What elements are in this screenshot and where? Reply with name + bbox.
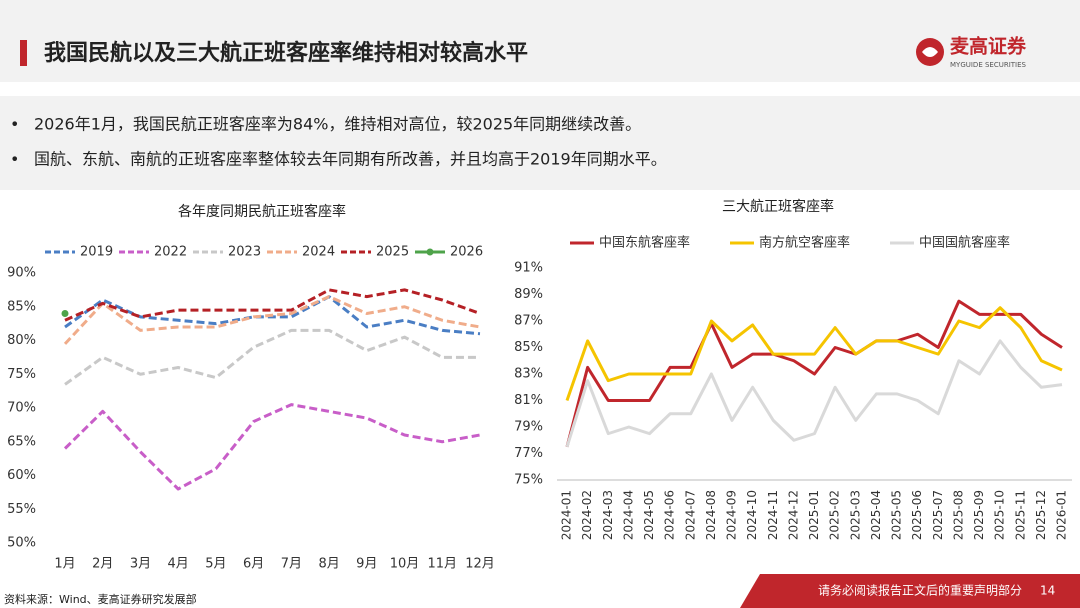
x-tick-label: 11月 (427, 557, 457, 572)
x-tick-label: 10月 (390, 557, 420, 572)
x-tick-label: 6月 (243, 557, 264, 572)
x-tick-label: 4月 (168, 557, 189, 572)
y-tick-label: 77% (514, 446, 543, 461)
y-tick-label: 80% (7, 333, 36, 348)
legend-label: 中国国航客座率 (919, 235, 1010, 251)
x-tick-label: 2025-05 (890, 490, 904, 540)
x-tick-label: 2024-06 (663, 490, 677, 540)
series-line (565, 306, 1063, 401)
y-tick-label: 87% (514, 314, 543, 329)
x-tick-label: 2024-12 (786, 490, 800, 540)
x-tick-label: 9月 (356, 557, 377, 572)
x-tick-label: 2024-04 (621, 490, 635, 540)
x-tick-label: 2024-03 (601, 490, 615, 540)
x-tick-label: 2025-07 (931, 490, 945, 540)
legend-label: 中国东航客座率 (599, 235, 690, 251)
y-tick-label: 89% (514, 287, 543, 302)
x-tick-label: 2025-12 (1034, 490, 1048, 540)
x-tick-label: 7月 (281, 557, 302, 572)
x-tick-label: 3月 (130, 557, 151, 572)
logo-subtext: MYGUIDE SECURITIES (950, 61, 1027, 69)
series-line (565, 339, 1063, 448)
series-line (64, 328, 480, 386)
y-tick-label: 75% (7, 367, 36, 382)
x-tick-label: 2025-01 (807, 490, 821, 540)
x-tick-label: 2024-01 (560, 490, 574, 540)
slide-title: 我国民航以及三大航正班客座率维持相对较高水平 (44, 40, 528, 66)
series-line (565, 299, 1063, 448)
y-tick-label: 90% (7, 266, 36, 281)
legend-label: 2019 (80, 245, 113, 260)
y-tick-label: 50% (7, 536, 36, 551)
x-tick-label: 2024-07 (683, 490, 697, 540)
y-tick-label: 83% (514, 367, 543, 382)
y-tick-label: 55% (7, 502, 36, 517)
legend-label: 2022 (154, 245, 187, 260)
x-tick-label: 2024-09 (725, 490, 739, 540)
chart-title: 三大航正班客座率 (722, 198, 834, 215)
footer-source: 资料来源：Wind、麦高证券研究发展部 (4, 592, 197, 606)
y-tick-label: 85% (514, 340, 543, 355)
header-band (0, 0, 1080, 82)
y-tick-label: 79% (514, 420, 543, 435)
y-tick-label: 75% (514, 473, 543, 488)
x-tick-label: 2024-10 (745, 490, 759, 540)
x-tick-label: 12月 (465, 557, 495, 572)
series-line (63, 403, 481, 491)
chart-title: 各年度同期民航正班客座率 (178, 203, 346, 220)
x-tick-label: 5月 (205, 557, 226, 572)
x-tick-label: 2025-04 (869, 490, 883, 540)
x-tick-label: 2月 (92, 557, 113, 572)
x-tick-label: 8月 (318, 557, 339, 572)
legend-label: 2025 (376, 245, 409, 260)
series-line (64, 295, 481, 336)
x-tick-label: 2025-09 (972, 490, 986, 540)
title-accent (20, 40, 27, 66)
legend-label: 南方航空客座率 (759, 235, 850, 251)
series-line (63, 295, 481, 345)
bullet-dot: • (10, 115, 19, 134)
x-tick-label: 2024-02 (580, 490, 594, 540)
legend-label: 2026 (450, 245, 483, 260)
bullet-text: 2026年1月，我国民航正班客座率为84%，维持相对高位，较2025年同期继续改… (34, 115, 641, 134)
logo-icon-mark (922, 47, 938, 57)
legend-label: 2024 (302, 245, 335, 260)
x-tick-label: 2024-11 (766, 490, 780, 540)
y-tick-label: 81% (514, 393, 543, 408)
y-tick-label: 85% (7, 299, 36, 314)
logo-text: 麦高证券 (950, 35, 1027, 58)
x-tick-label: 2024-05 (642, 490, 656, 540)
bullet-band (0, 96, 1080, 190)
bullet-dot: • (10, 150, 19, 169)
series-line (64, 288, 481, 322)
point-marker (61, 310, 69, 317)
x-tick-label: 2025-06 (910, 490, 924, 540)
y-tick-label: 70% (7, 401, 36, 416)
page-number: 14 (1040, 584, 1055, 598)
x-tick-label: 2025-02 (828, 490, 842, 540)
x-tick-label: 2025-08 (951, 490, 965, 540)
footer-notice: 请务必阅读报告正文后的重要声明部分 (818, 583, 1022, 598)
x-tick-label: 2026-01 (1055, 490, 1069, 540)
y-tick-label: 65% (7, 434, 36, 449)
x-tick-label: 2025-10 (993, 490, 1007, 540)
footer-band (740, 574, 1080, 608)
x-tick-label: 1月 (54, 557, 75, 572)
x-tick-label: 2025-11 (1013, 490, 1027, 540)
bullet-text: 国航、东航、南航的正班客座率整体较去年同期有所改善，并且均高于2019年同期水平… (34, 150, 667, 169)
x-tick-label: 2024-08 (704, 490, 718, 540)
y-tick-label: 60% (7, 468, 36, 483)
y-tick-label: 91% (514, 261, 543, 276)
legend-marker (426, 248, 434, 256)
legend-label: 2023 (228, 245, 261, 260)
x-tick-label: 2025-03 (848, 490, 862, 540)
